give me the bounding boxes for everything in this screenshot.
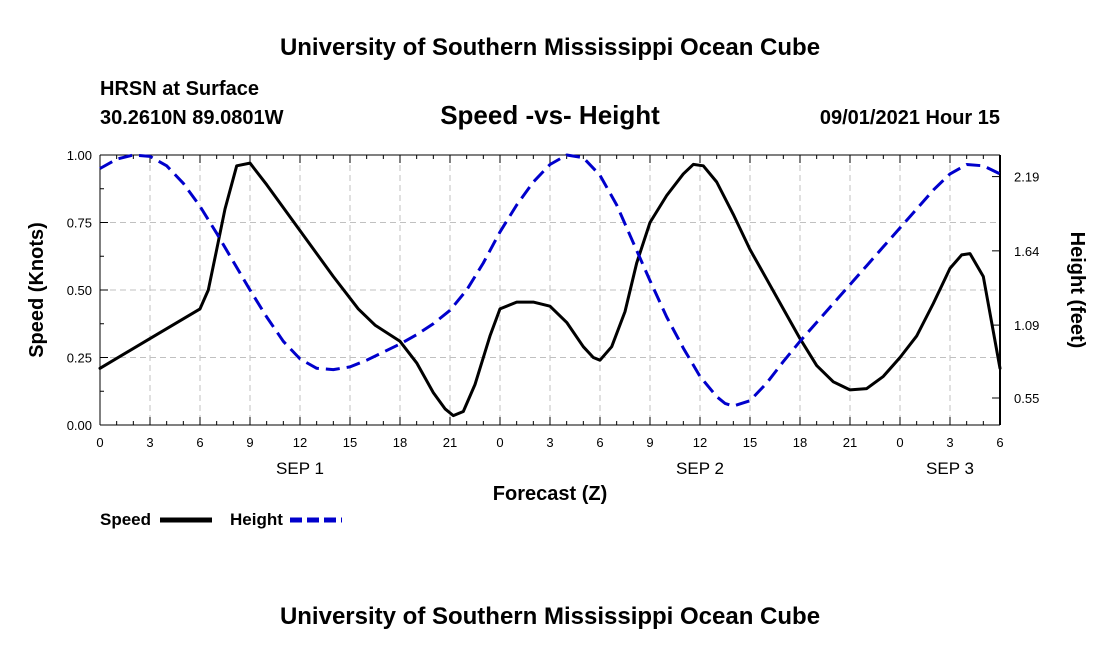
y-right-tick-label: 1.09 [1014,318,1039,333]
x-tick-label: 3 [146,435,153,450]
x-tick-label: 18 [393,435,407,450]
x-tick-label: 15 [743,435,757,450]
grid [100,155,1000,425]
legend: Speed Height [100,510,342,529]
y-axis-left-label: Speed (Knots) [26,222,48,358]
day-label: SEP 3 [926,459,974,478]
height-series-line [99,153,1001,408]
day-label: SEP 2 [676,459,724,478]
x-tick-label: 12 [293,435,307,450]
tick-labels: 0 3 6 9 12 15 18 21 0 3 6 9 12 15 18 21 0 3 6 0.00 0.25 0.50 0… [67,148,1040,478]
y-left-tick-label: 0.25 [67,351,92,366]
y-axis-right-label: Height (feet) [1066,232,1088,349]
day-label: SEP 1 [276,459,324,478]
x-tick-label: 0 [896,435,903,450]
x-tick-label: 6 [196,435,203,450]
x-tick-label: 9 [646,435,653,450]
x-tick-label: 3 [546,435,553,450]
speed-series-line [98,161,1002,418]
x-tick-label: 6 [596,435,603,450]
x-tick-label: 6 [996,435,1003,450]
series [98,153,1002,418]
datetime-label: 09/01/2021 Hour 15 [820,107,1000,129]
y-left-tick-label: 0.75 [67,216,92,231]
x-axis-label: Forecast (Z) [493,483,607,505]
x-tick-label: 21 [443,435,457,450]
x-tick-label: 0 [496,435,503,450]
chart-subtitle: Speed -vs- Height [440,100,660,130]
station-label: HRSN at Surface [100,78,259,100]
x-tick-label: 9 [246,435,253,450]
x-tick-label: 12 [693,435,707,450]
legend-speed-label: Speed [100,510,151,529]
x-tick-label: 3 [946,435,953,450]
x-tick-label: 18 [793,435,807,450]
y-left-tick-label: 0.00 [67,418,92,433]
y-right-tick-label: 2.19 [1014,170,1039,185]
x-tick-label: 0 [96,435,103,450]
x-tick-label: 15 [343,435,357,450]
y-right-tick-label: 1.64 [1014,244,1039,259]
y-right-tick-label: 0.55 [1014,391,1039,406]
x-tick-label: 21 [843,435,857,450]
axes [99,154,1001,426]
coords-label: 30.2610N 89.0801W [100,107,284,129]
page-title-top: University of Southern Mississippi Ocean… [280,34,820,61]
legend-height-label: Height [230,510,283,529]
page-title-bottom: University of Southern Mississippi Ocean… [280,603,820,630]
y-left-tick-label: 0.50 [67,283,92,298]
y-left-tick-label: 1.00 [67,148,92,163]
